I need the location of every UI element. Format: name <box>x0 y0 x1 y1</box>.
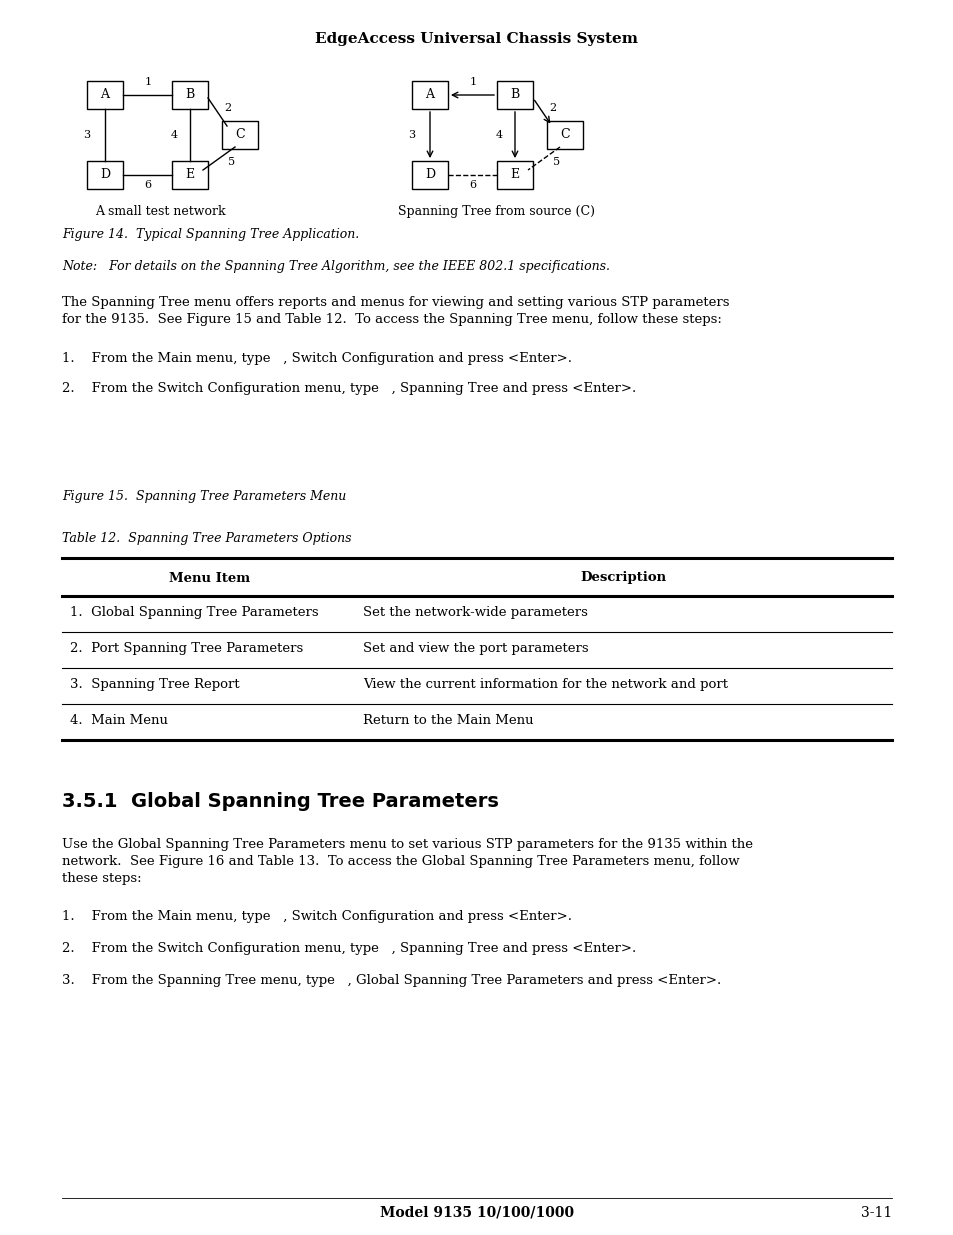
Text: 1: 1 <box>469 77 476 86</box>
Text: C: C <box>559 128 569 142</box>
Text: 5: 5 <box>553 157 559 167</box>
Text: EdgeAccess Universal Chassis System: EdgeAccess Universal Chassis System <box>315 32 638 46</box>
Bar <box>87 82 123 109</box>
Text: Set and view the port parameters: Set and view the port parameters <box>363 642 588 655</box>
Text: The Spanning Tree menu offers reports and menus for viewing and setting various : The Spanning Tree menu offers reports an… <box>62 296 729 326</box>
Text: A small test network: A small test network <box>94 205 225 219</box>
Text: View the current information for the network and port: View the current information for the net… <box>363 678 727 692</box>
Text: Table 12.  Spanning Tree Parameters Options: Table 12. Spanning Tree Parameters Optio… <box>62 532 351 545</box>
Bar <box>497 82 533 109</box>
Text: 2.    From the Switch Configuration menu, type   , Spanning Tree and press <Ente: 2. From the Switch Configuration menu, t… <box>62 382 636 395</box>
Text: Use the Global Spanning Tree Parameters menu to set various STP parameters for t: Use the Global Spanning Tree Parameters … <box>62 839 752 885</box>
Bar <box>497 161 533 189</box>
Text: 2: 2 <box>548 103 556 112</box>
Text: 3.  Spanning Tree Report: 3. Spanning Tree Report <box>70 678 239 692</box>
Text: Figure 14.  Typical Spanning Tree Application.: Figure 14. Typical Spanning Tree Applica… <box>62 228 359 241</box>
Text: B: B <box>510 89 519 101</box>
Text: Model 9135 10/100/1000: Model 9135 10/100/1000 <box>379 1207 574 1220</box>
Text: 3.5.1  Global Spanning Tree Parameters: 3.5.1 Global Spanning Tree Parameters <box>62 792 498 811</box>
Text: E: E <box>510 168 519 182</box>
Text: C: C <box>235 128 245 142</box>
Text: 4: 4 <box>496 130 502 140</box>
Text: 2.    From the Switch Configuration menu, type   , Spanning Tree and press <Ente: 2. From the Switch Configuration menu, t… <box>62 942 636 955</box>
Text: 3-11: 3-11 <box>860 1207 891 1220</box>
Text: 5: 5 <box>228 157 234 167</box>
Text: 6: 6 <box>469 180 476 190</box>
Text: Description: Description <box>579 572 665 584</box>
Text: 2: 2 <box>224 103 231 112</box>
Text: 1.    From the Main menu, type   , Switch Configuration and press <Enter>.: 1. From the Main menu, type , Switch Con… <box>62 910 572 923</box>
Bar <box>222 121 257 149</box>
Text: 6: 6 <box>144 180 152 190</box>
Bar <box>412 82 448 109</box>
Text: E: E <box>185 168 194 182</box>
Text: Figure 15.  Spanning Tree Parameters Menu: Figure 15. Spanning Tree Parameters Menu <box>62 490 346 503</box>
Text: 1.    From the Main menu, type   , Switch Configuration and press <Enter>.: 1. From the Main menu, type , Switch Con… <box>62 352 572 366</box>
Bar <box>412 161 448 189</box>
Bar <box>172 161 208 189</box>
Text: 4: 4 <box>171 130 178 140</box>
Text: Set the network-wide parameters: Set the network-wide parameters <box>363 606 587 619</box>
Bar <box>87 161 123 189</box>
Text: Return to the Main Menu: Return to the Main Menu <box>363 714 533 727</box>
Text: Menu Item: Menu Item <box>170 572 251 584</box>
Text: D: D <box>424 168 435 182</box>
Text: 4.  Main Menu: 4. Main Menu <box>70 714 168 727</box>
Text: 1: 1 <box>144 77 152 86</box>
Text: Spanning Tree from source (C): Spanning Tree from source (C) <box>398 205 595 219</box>
Text: 3: 3 <box>83 130 90 140</box>
Text: B: B <box>185 89 194 101</box>
Text: 3: 3 <box>408 130 415 140</box>
Text: Note:   For details on the Spanning Tree Algorithm, see the IEEE 802.1 specifica: Note: For details on the Spanning Tree A… <box>62 261 609 273</box>
Text: 1.  Global Spanning Tree Parameters: 1. Global Spanning Tree Parameters <box>70 606 318 619</box>
Bar <box>546 121 582 149</box>
Text: A: A <box>425 89 434 101</box>
Text: 2.  Port Spanning Tree Parameters: 2. Port Spanning Tree Parameters <box>70 642 303 655</box>
Text: A: A <box>100 89 110 101</box>
Bar <box>172 82 208 109</box>
Text: D: D <box>100 168 110 182</box>
Text: 3.    From the Spanning Tree menu, type   , Global Spanning Tree Parameters and : 3. From the Spanning Tree menu, type , G… <box>62 974 720 987</box>
